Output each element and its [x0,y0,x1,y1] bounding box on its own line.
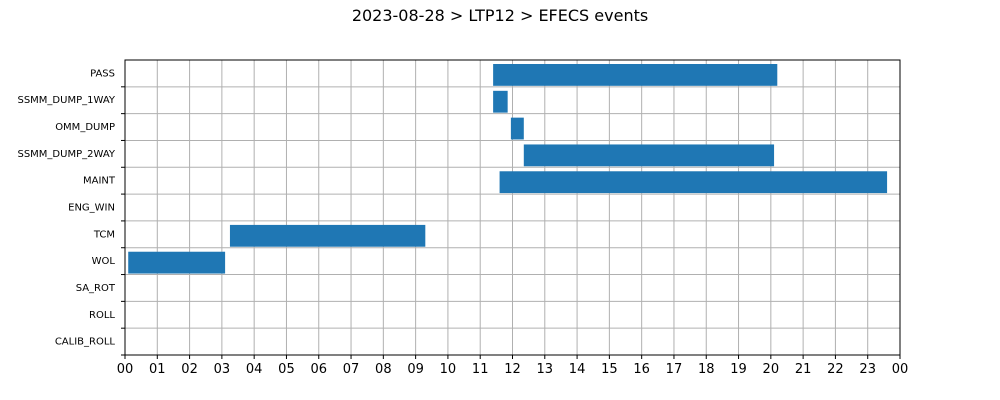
event-bar-omm-dump [510,117,524,140]
bars-layer [128,64,888,274]
x-tick-label: 00 [117,362,134,377]
x-tick-label: 07 [343,362,360,377]
x-tick-label: 10 [440,362,457,377]
x-tick-label: 18 [698,362,715,377]
grid-layer [124,60,901,356]
x-tick-label: 09 [407,362,424,377]
y-tick-label: CALIB_ROLL [55,337,116,348]
x-tick-label: 22 [827,362,844,377]
y-tick-label: SSMM_DUMP_2WAY [17,149,115,160]
y-tick-label: ROLL [89,310,115,321]
x-tick-label: 02 [181,362,198,377]
y-tick-label: SSMM_DUMP_1WAY [17,95,115,106]
x-tick-label: 08 [375,362,392,377]
event-bar-maint [499,171,888,194]
x-tick-label: 17 [666,362,683,377]
x-axis: 00 01 02 03 04 05 06 07 08 09 10 11 12 13 14 15 16 17 18 19… [117,355,909,377]
event-bar-tcm [229,224,426,247]
x-tick-label: 15 [601,362,618,377]
x-tick-label: 05 [278,362,295,377]
x-tick-label: 23 [859,362,876,377]
event-bar-ssmm-dump-2way [523,144,775,167]
y-tick-label: TCM [93,229,115,240]
y-axis: PASS SSMM_DUMP_1WAY OMM_DUMP SSMM_DUMP_2WAY… [17,68,125,356]
x-tick-label: 11 [472,362,489,377]
x-tick-label: 03 [214,362,231,377]
x-tick-label: 01 [149,362,166,377]
x-tick-label: 12 [504,362,521,377]
x-tick-label: 21 [795,362,812,377]
x-tick-label: 20 [763,362,780,377]
y-tick-label: ENG_WIN [68,203,115,214]
chart-title: 2023-08-28 > LTP12 > EFECS events [351,6,649,25]
x-tick-label: 13 [537,362,554,377]
y-tick-label: MAINT [83,176,116,187]
x-tick-label: 16 [633,362,650,377]
x-tick-label: 00 [892,362,909,377]
x-tick-label: 06 [310,362,327,377]
x-tick-label: 04 [246,362,263,377]
y-tick-label: PASS [90,68,115,79]
event-bar-wol [128,251,226,274]
event-bar-ssmm-dump-1way [493,90,508,113]
x-tick-label: 19 [730,362,747,377]
y-tick-label: OMM_DUMP [55,122,115,133]
x-tick-label: 14 [569,362,586,377]
y-tick-label: SA_ROT [76,283,116,294]
y-tick-label: WOL [92,256,116,267]
event-bar-pass [493,64,778,86]
